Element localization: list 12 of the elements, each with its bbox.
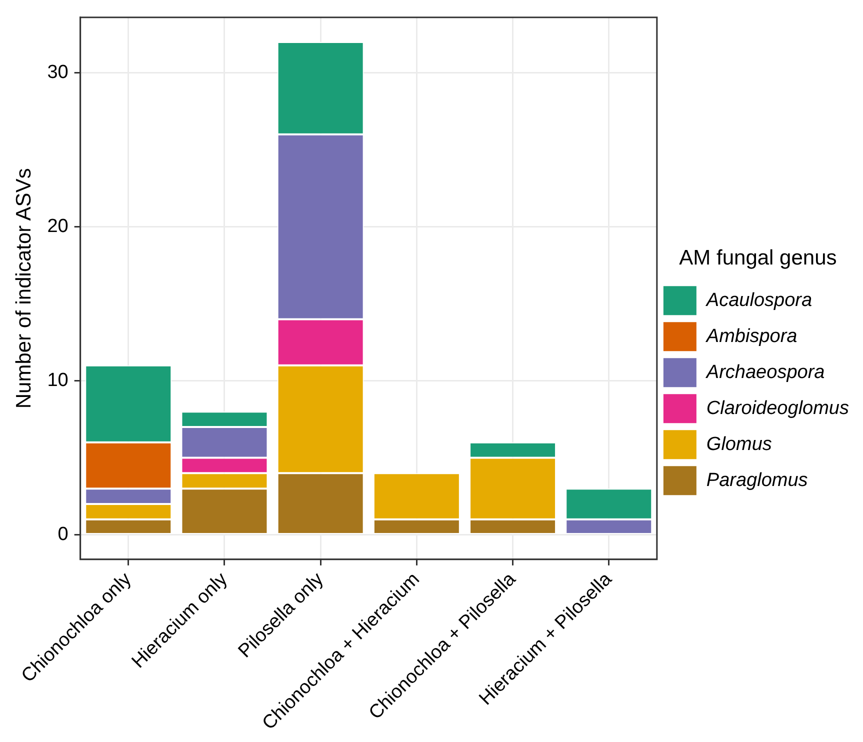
- y-tick-label: 10: [47, 370, 68, 392]
- legend-label: Acaulospora: [705, 290, 812, 311]
- legend-label: Archaeospora: [705, 362, 825, 383]
- y-axis-title: Number of indicator ASVs: [12, 168, 36, 409]
- legend-label: Glomus: [706, 434, 772, 455]
- y-tick-label: 0: [58, 524, 68, 545]
- legend-label: Claroideoglomus: [706, 398, 850, 419]
- legend-label: Paraglomus: [706, 470, 808, 491]
- y-tick-label: 30: [47, 62, 68, 84]
- legend-label: Ambispora: [705, 326, 798, 347]
- legend-title: AM fungal genus: [679, 246, 837, 270]
- y-tick-label: 20: [47, 216, 68, 238]
